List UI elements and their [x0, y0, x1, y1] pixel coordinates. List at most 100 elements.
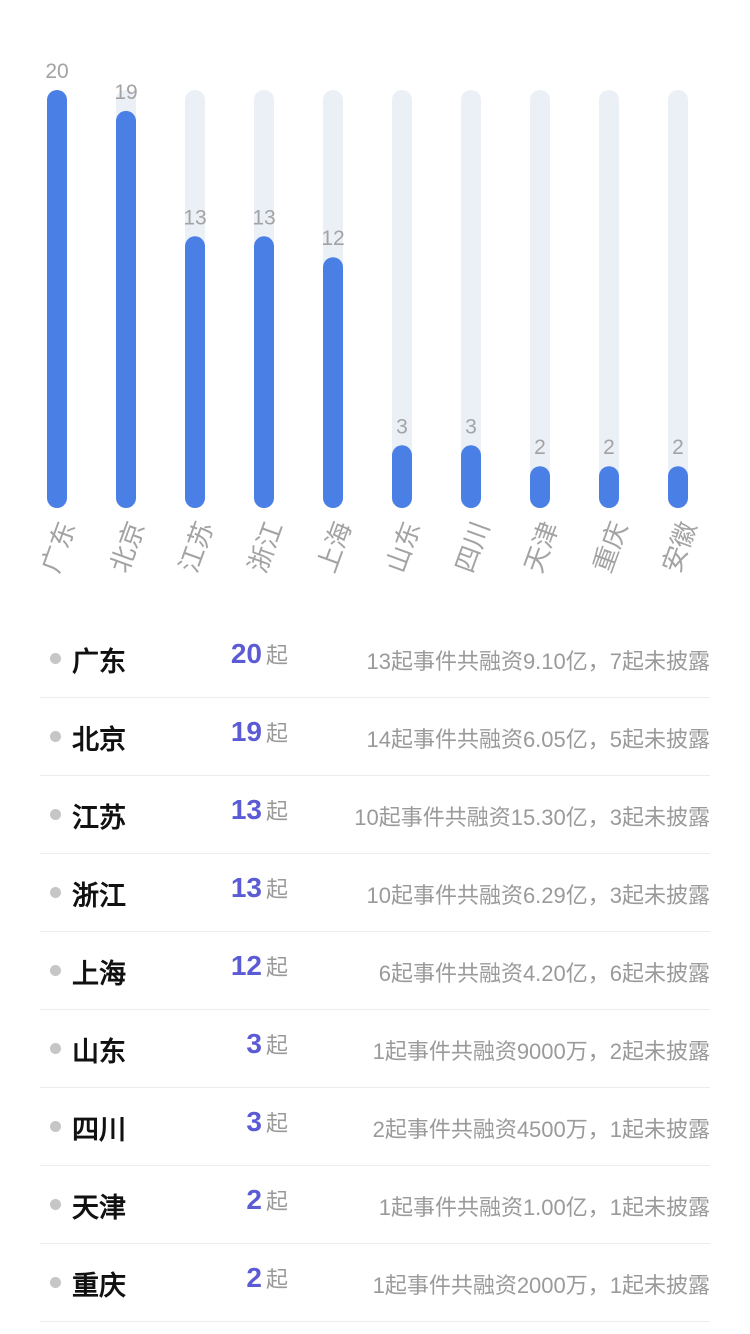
- bar-value-label: 19: [114, 81, 137, 104]
- event-count-unit: 起: [265, 1111, 288, 1136]
- bullet-dot-icon: [50, 731, 61, 742]
- financing-summary: 1起事件共融资2000万，1起未披露: [372, 1273, 710, 1298]
- event-count-value: 20: [230, 638, 262, 669]
- event-count: 20 起: [170, 638, 288, 670]
- list-item[interactable]: 山东 3 起 1起事件共融资9000万，2起未披露: [40, 1010, 710, 1088]
- bullet-dot-icon: [50, 1199, 61, 1210]
- bar-value-label: 20: [45, 60, 68, 83]
- event-count-value: 3: [246, 1028, 262, 1059]
- bullet-dot-icon: [50, 1277, 61, 1288]
- event-count: 13 起: [170, 794, 288, 826]
- bar-value-label: 13: [252, 206, 275, 229]
- bar-3: [254, 236, 274, 509]
- event-count-value: 2: [246, 1262, 262, 1293]
- bar-value-label: 13: [183, 206, 206, 229]
- province-name: 重庆: [72, 1271, 126, 1301]
- bar-6: [461, 445, 481, 508]
- bar-4: [323, 257, 343, 508]
- event-count-value: 3: [246, 1106, 262, 1137]
- financing-summary: 2起事件共融资4500万，1起未披露: [372, 1117, 710, 1142]
- list-item[interactable]: 天津 2 起 1起事件共融资1.00亿，1起未披露: [40, 1166, 710, 1244]
- event-count-value: 13: [230, 794, 262, 825]
- bar-value-label: 2: [672, 436, 684, 459]
- list-item[interactable]: 上海 12 起 6起事件共融资4.20亿，6起未披露: [40, 932, 710, 1010]
- category-label: 广东: [35, 517, 82, 577]
- province-name: 山东: [72, 1037, 126, 1067]
- event-count: 19 起: [170, 716, 288, 748]
- bar-5: [392, 445, 412, 508]
- list-item[interactable]: 北京 19 起 14起事件共融资6.05亿，5起未披露: [40, 698, 710, 776]
- financing-summary: 13起事件共融资9.10亿，7起未披露: [366, 649, 710, 674]
- event-count-unit: 起: [265, 799, 288, 824]
- event-count-value: 19: [230, 716, 262, 747]
- event-count-value: 13: [230, 872, 262, 903]
- event-count-unit: 起: [265, 1267, 288, 1292]
- list-item[interactable]: 浙江 13 起 10起事件共融资6.29亿，3起未披露: [40, 854, 710, 932]
- bar-9: [668, 466, 688, 508]
- category-label: 上海: [311, 517, 358, 577]
- province-name: 天津: [72, 1193, 126, 1223]
- bullet-dot-icon: [50, 887, 61, 898]
- bar-value-label: 3: [396, 415, 408, 438]
- financing-summary: 10起事件共融资6.29亿，3起未披露: [366, 883, 710, 908]
- category-label: 重庆: [587, 517, 634, 577]
- bar-track-7: [530, 90, 550, 508]
- bar-value-label: 3: [465, 415, 477, 438]
- financing-summary: 1起事件共融资1.00亿，1起未披露: [378, 1195, 710, 1220]
- category-label: 江苏: [173, 517, 220, 577]
- financing-summary: 1起事件共融资9000万，2起未披露: [372, 1039, 710, 1064]
- bullet-dot-icon: [50, 653, 61, 664]
- bar-2: [185, 236, 205, 509]
- province-name: 广东: [72, 647, 126, 677]
- bullet-dot-icon: [50, 965, 61, 976]
- bar-chart: 20 19 13 13 12 3 3 2 2 2 广东 北京 江苏 浙江 上海 山东 四川 天津 重庆 安徽: [0, 0, 750, 600]
- bar-chart-svg: 20 19 13 13 12 3 3 2 2 2: [45, 60, 688, 509]
- event-count-unit: 起: [265, 643, 288, 668]
- event-count: 13 起: [170, 872, 288, 904]
- bar-7: [530, 466, 550, 508]
- province-name: 浙江: [72, 881, 126, 911]
- event-count-unit: 起: [265, 1189, 288, 1214]
- bullet-dot-icon: [50, 809, 61, 820]
- province-name: 上海: [72, 959, 126, 989]
- bar-track-6: [461, 90, 481, 508]
- bar-value-label: 2: [603, 436, 615, 459]
- province-list: 广东 20 起 13起事件共融资9.10亿，7起未披露 北京 19 起 14起事件共融资6.0…: [40, 620, 710, 1322]
- category-label: 北京: [104, 517, 151, 577]
- list-item[interactable]: 江苏 13 起 10起事件共融资15.30亿，3起未披露: [40, 776, 710, 854]
- bar-value-label: 12: [321, 227, 344, 250]
- category-label: 天津: [518, 517, 565, 577]
- list-item[interactable]: 重庆 2 起 1起事件共融资2000万，1起未披露: [40, 1244, 710, 1322]
- bar-track-8: [599, 90, 619, 508]
- event-count-unit: 起: [265, 955, 288, 980]
- bar-value-label: 2: [534, 436, 546, 459]
- category-label: 山东: [380, 517, 427, 577]
- bar-track-5: [392, 90, 412, 508]
- category-label: 安徽: [656, 517, 703, 577]
- event-count-value: 2: [246, 1184, 262, 1215]
- bar-0: [47, 90, 67, 508]
- event-count-value: 12: [230, 950, 262, 981]
- list-item[interactable]: 广东 20 起 13起事件共融资9.10亿，7起未披露: [40, 620, 710, 698]
- bullet-dot-icon: [50, 1043, 61, 1054]
- financing-summary: 10起事件共融资15.30亿，3起未披露: [354, 805, 710, 830]
- province-name: 江苏: [72, 803, 126, 833]
- event-count-unit: 起: [265, 1033, 288, 1058]
- financing-summary: 14起事件共融资6.05亿，5起未披露: [366, 727, 710, 752]
- financing-summary: 6起事件共融资4.20亿，6起未披露: [378, 961, 710, 986]
- province-name: 四川: [72, 1115, 126, 1145]
- category-label: 浙江: [242, 517, 289, 577]
- list-item[interactable]: 四川 3 起 2起事件共融资4500万，1起未披露: [40, 1088, 710, 1166]
- event-count-unit: 起: [265, 877, 288, 902]
- province-name: 北京: [72, 725, 126, 755]
- bar-1: [116, 110, 136, 509]
- bullet-dot-icon: [50, 1121, 61, 1132]
- bar-8: [599, 466, 619, 508]
- event-count-unit: 起: [265, 721, 288, 746]
- bar-track-9: [668, 90, 688, 508]
- event-count: 12 起: [170, 950, 288, 982]
